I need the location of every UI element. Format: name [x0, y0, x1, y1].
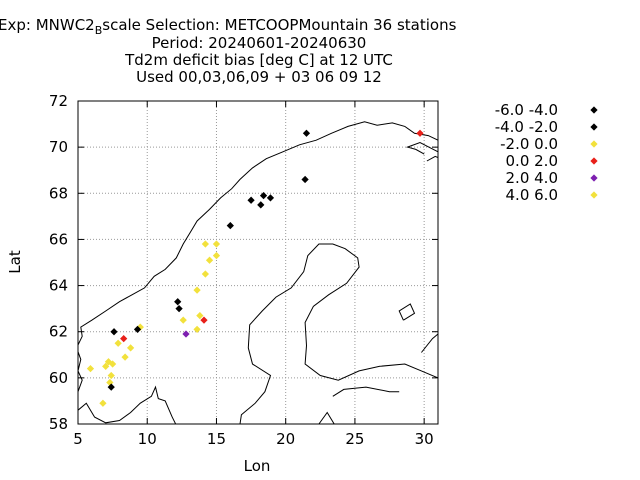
coastline [421, 333, 438, 353]
station-marker [108, 360, 117, 368]
legend-label: -4.0 -2.0 [495, 118, 558, 136]
station-marker [201, 270, 210, 278]
x-tick-label: 5 [73, 430, 83, 448]
y-tick-label: 66 [49, 230, 68, 248]
legend-marker [590, 191, 598, 199]
station-marker [301, 175, 309, 184]
station-marker [107, 383, 115, 391]
y-tick-label: 68 [49, 184, 68, 202]
legend-label: 0.0 2.0 [506, 152, 558, 170]
x-tick-label: 10 [138, 430, 157, 448]
station-marker [107, 371, 115, 380]
legend-marker [590, 106, 598, 114]
title-line-1: Exp: MNWC2Bscale Selection: METCOOPMount… [0, 16, 457, 37]
coastline [78, 121, 438, 392]
station-marker [120, 335, 128, 343]
station-marker [121, 353, 129, 361]
x-tick-label: 30 [415, 430, 434, 448]
legend-marker [590, 123, 598, 131]
title-period: Period: 20240601-20240630 [152, 34, 367, 52]
station-marker [200, 316, 208, 324]
legend-marker [590, 157, 598, 165]
title-used: Used 00,03,06,09 + 03 06 09 12 [136, 68, 382, 86]
x-tick-label: 20 [276, 430, 295, 448]
grid-lines [78, 101, 438, 424]
title-variable: Td2m deficit bias [deg C] at 12 UTC [124, 51, 393, 69]
station-marker [193, 325, 201, 334]
x-axis-label: Lon [244, 457, 271, 475]
station-marker [302, 129, 311, 137]
coastline-map [78, 121, 438, 445]
station-marker [196, 311, 204, 320]
station-marker [179, 316, 187, 324]
station-marker [212, 240, 221, 248]
station-marker [247, 196, 255, 204]
y-axis-label: Lat [6, 250, 24, 274]
coastline [398, 303, 416, 321]
y-tick-label: 58 [49, 415, 68, 433]
coastline [426, 155, 438, 162]
legend-marker [590, 174, 598, 182]
legend-label: -2.0 0.0 [500, 135, 558, 153]
legend: -6.0 -4.0-4.0 -2.0-2.0 0.00.0 2.02.0 4.0… [495, 101, 598, 204]
legend-marker [590, 140, 598, 148]
station-marker [114, 339, 122, 347]
y-tick-label: 62 [49, 323, 68, 341]
station-marker [86, 365, 95, 373]
coastline [405, 141, 438, 155]
coastline [332, 386, 400, 397]
y-tick-label: 72 [49, 92, 68, 110]
coastline [259, 426, 271, 445]
station-marker [212, 251, 221, 260]
station-marker [259, 191, 268, 200]
station-marker [226, 221, 234, 230]
station-marker [175, 305, 183, 313]
legend-label: 4.0 6.0 [506, 186, 558, 204]
station-markers [86, 129, 424, 407]
station-marker [201, 240, 210, 248]
station-marker [110, 328, 118, 336]
y-tick-label: 70 [49, 138, 68, 156]
station-marker [126, 344, 135, 352]
coastline [78, 385, 177, 424]
plot-frame [77, 100, 439, 425]
station-marker [182, 330, 190, 338]
y-tick-label: 60 [49, 369, 68, 387]
y-tick-label: 64 [49, 277, 68, 295]
station-marker [193, 286, 201, 294]
axis-ticks: 5 10 15 20 25 30 58 60 62 64 66 68 70 72 [49, 92, 438, 448]
coastline [239, 243, 438, 424]
station-marker [257, 201, 265, 209]
station-marker [102, 362, 110, 370]
station-marker [174, 298, 182, 306]
x-tick-label: 15 [207, 430, 226, 448]
station-marker [99, 399, 107, 407]
station-marker [205, 256, 214, 264]
station-marker [133, 325, 142, 334]
legend-label: -6.0 -4.0 [495, 101, 558, 119]
coastline [318, 411, 335, 424]
station-marker [416, 129, 424, 137]
legend-label: 2.0 4.0 [506, 169, 558, 187]
x-tick-label: 25 [345, 430, 364, 448]
station-marker [266, 194, 275, 202]
